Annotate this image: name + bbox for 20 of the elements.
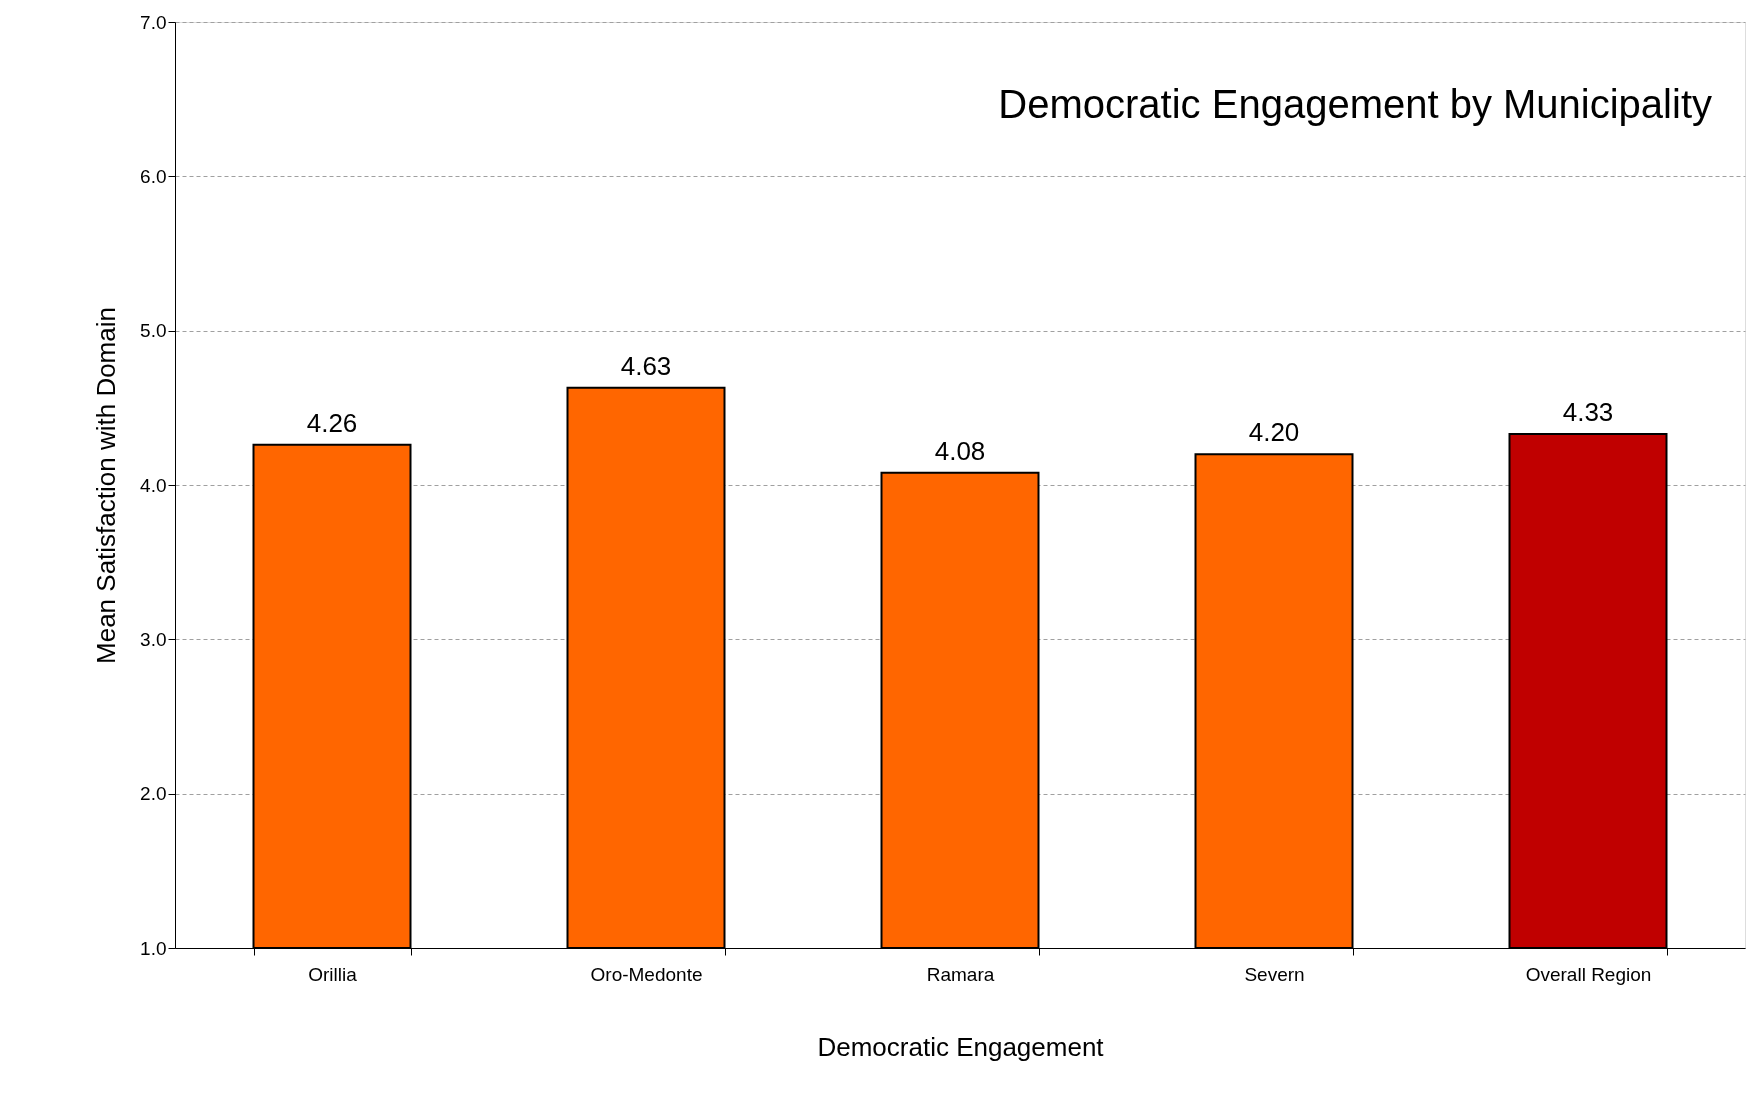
x-tick-label: Orillia	[308, 963, 358, 985]
x-tick-label: Ramara	[926, 963, 995, 985]
y-tick-label: 6.0	[140, 165, 167, 187]
data-label: 4.63	[620, 350, 672, 381]
x-tick-label: Severn	[1244, 963, 1305, 985]
y-axis-title: Mean Satisfaction with Domain	[91, 307, 122, 664]
x-axis-title: Democratic Engagement	[817, 1031, 1105, 1062]
y-tick-label: 4.0	[140, 474, 167, 496]
y-tick-label: 7.0	[140, 11, 167, 33]
data-label: 4.26	[306, 407, 358, 438]
text: Democratic Engagement by Municipality	[998, 82, 1712, 126]
data-label: 4.33	[1562, 397, 1614, 428]
y-tick-label: 5.0	[140, 320, 167, 342]
x-tick-label: Oro-Medonte	[590, 963, 703, 985]
data-label: 4.08	[934, 435, 986, 466]
y-tick-label: 3.0	[140, 628, 167, 650]
y-tick-label: 1.0	[140, 937, 167, 959]
x-tick-label: Overall Region	[1525, 963, 1652, 985]
y-tick-label: 2.0	[140, 783, 167, 805]
data-label: 4.20	[1248, 417, 1300, 448]
